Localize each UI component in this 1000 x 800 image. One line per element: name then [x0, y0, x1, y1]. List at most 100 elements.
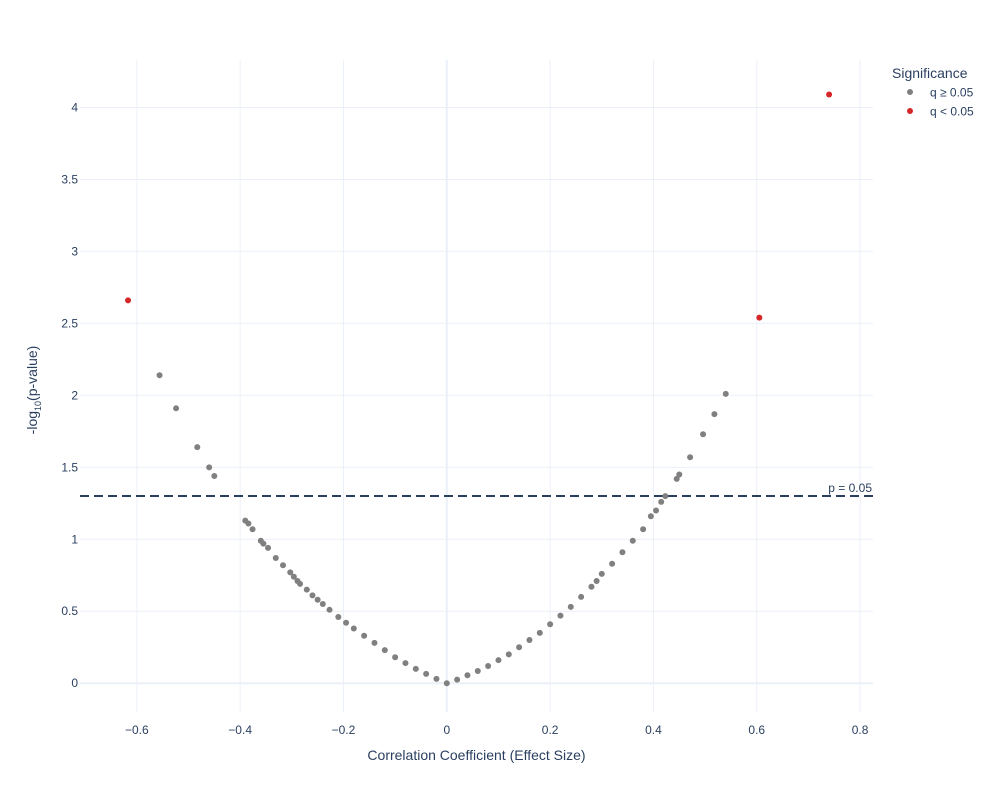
- legend-item-significant[interactable]: q < 0.05: [907, 105, 974, 119]
- data-point-nonsignificant[interactable]: [392, 654, 399, 661]
- y-tick-label: 2.5: [61, 316, 78, 330]
- data-point-nonsignificant[interactable]: [402, 660, 409, 667]
- data-points: [125, 91, 833, 687]
- data-point-nonsignificant[interactable]: [423, 670, 430, 677]
- data-point-nonsignificant[interactable]: [505, 651, 512, 658]
- data-point-nonsignificant[interactable]: [280, 562, 287, 569]
- data-point-nonsignificant[interactable]: [464, 672, 471, 679]
- y-axis-title-suffix: (p-value): [24, 346, 40, 401]
- grid-lines: [80, 60, 873, 712]
- x-tick-label: 0.6: [748, 723, 765, 737]
- data-point-nonsignificant[interactable]: [303, 586, 310, 593]
- data-point-nonsignificant[interactable]: [593, 578, 600, 585]
- y-tick-label: 4: [71, 100, 78, 114]
- y-tick-label: 0: [71, 676, 78, 690]
- y-axis-ticks: 0 0.5 1 1.5 2 2.5 3 3.5 4: [61, 100, 78, 690]
- y-tick-label: 1: [71, 532, 78, 546]
- data-point-nonsignificant[interactable]: [640, 526, 647, 533]
- data-point-nonsignificant[interactable]: [687, 454, 694, 461]
- data-point-nonsignificant[interactable]: [629, 537, 636, 544]
- data-point-nonsignificant[interactable]: [557, 612, 564, 619]
- data-point-nonsignificant[interactable]: [676, 471, 683, 478]
- data-point-nonsignificant[interactable]: [371, 639, 378, 646]
- y-tick-label: 3: [71, 244, 78, 258]
- data-point-nonsignificant[interactable]: [443, 680, 450, 687]
- data-point-nonsignificant[interactable]: [412, 665, 419, 672]
- y-tick-label: 0.5: [61, 604, 78, 618]
- data-point-nonsignificant[interactable]: [433, 675, 440, 682]
- data-point-nonsignificant[interactable]: [598, 570, 605, 577]
- data-point-nonsignificant[interactable]: [619, 549, 626, 556]
- x-tick-label: 0.4: [645, 723, 662, 737]
- data-point-nonsignificant[interactable]: [290, 573, 297, 580]
- legend[interactable]: Significance q ≥ 0.05 q < 0.05: [892, 65, 974, 119]
- data-point-nonsignificant[interactable]: [194, 444, 201, 451]
- data-point-nonsignificant[interactable]: [547, 621, 554, 628]
- legend-marker-gray: [907, 89, 913, 95]
- y-tick-label: 2: [71, 388, 78, 402]
- data-point-nonsignificant[interactable]: [495, 657, 502, 664]
- data-point-nonsignificant[interactable]: [474, 667, 481, 674]
- x-tick-label: −0.6: [125, 723, 149, 737]
- data-point-nonsignificant[interactable]: [361, 632, 368, 639]
- x-tick-label: 0.2: [542, 723, 559, 737]
- data-point-nonsignificant[interactable]: [658, 498, 665, 505]
- data-point-nonsignificant[interactable]: [260, 540, 267, 547]
- data-point-nonsignificant[interactable]: [722, 390, 729, 397]
- y-axis-title: -log10(p-value): [24, 346, 43, 435]
- data-point-nonsignificant[interactable]: [350, 625, 357, 632]
- y-tick-label: 3.5: [61, 172, 78, 186]
- x-tick-label: 0.8: [852, 723, 869, 737]
- data-point-nonsignificant[interactable]: [249, 526, 256, 533]
- data-point-nonsignificant[interactable]: [578, 593, 585, 600]
- legend-item-nonsignificant[interactable]: q ≥ 0.05: [907, 86, 974, 100]
- data-point-significant[interactable]: [125, 297, 132, 304]
- data-point-nonsignificant[interactable]: [662, 493, 669, 500]
- data-point-nonsignificant[interactable]: [319, 601, 326, 608]
- data-point-nonsignificant[interactable]: [673, 475, 680, 482]
- data-point-nonsignificant[interactable]: [265, 544, 272, 551]
- data-point-nonsignificant[interactable]: [700, 431, 707, 438]
- data-point-nonsignificant[interactable]: [516, 644, 523, 651]
- data-point-nonsignificant[interactable]: [485, 662, 492, 669]
- data-point-nonsignificant[interactable]: [609, 560, 616, 567]
- data-point-nonsignificant[interactable]: [156, 372, 163, 379]
- x-tick-label: −0.2: [332, 723, 356, 737]
- data-point-significant[interactable]: [826, 91, 833, 98]
- data-point-nonsignificant[interactable]: [381, 647, 388, 654]
- y-axis-title-subscript: 10: [33, 401, 43, 411]
- x-tick-label: −0.4: [228, 723, 252, 737]
- data-point-nonsignificant[interactable]: [343, 619, 350, 626]
- data-point-nonsignificant[interactable]: [335, 614, 342, 621]
- data-point-nonsignificant[interactable]: [272, 554, 279, 561]
- data-point-significant[interactable]: [756, 314, 763, 321]
- data-point-nonsignificant[interactable]: [536, 629, 543, 636]
- data-point-nonsignificant[interactable]: [206, 464, 213, 471]
- data-point-nonsignificant[interactable]: [454, 676, 461, 683]
- data-point-nonsignificant[interactable]: [526, 637, 533, 644]
- data-point-nonsignificant[interactable]: [711, 411, 718, 418]
- data-point-nonsignificant[interactable]: [287, 569, 294, 576]
- legend-title: Significance: [892, 65, 968, 81]
- data-point-nonsignificant[interactable]: [326, 606, 333, 613]
- threshold-label: p = 0.05: [828, 481, 872, 495]
- y-tick-label: 1.5: [61, 460, 78, 474]
- x-tick-label: 0: [443, 723, 450, 737]
- data-point-nonsignificant[interactable]: [588, 583, 595, 590]
- data-point-nonsignificant[interactable]: [211, 472, 218, 479]
- x-axis-title: Correlation Coefficient (Effect Size): [367, 747, 585, 763]
- data-point-nonsignificant[interactable]: [567, 603, 574, 610]
- data-point-nonsignificant[interactable]: [297, 580, 304, 587]
- data-point-nonsignificant[interactable]: [314, 596, 321, 603]
- data-point-nonsignificant[interactable]: [309, 592, 316, 599]
- data-point-nonsignificant[interactable]: [245, 520, 252, 527]
- zero-lines: [80, 60, 873, 712]
- data-point-nonsignificant[interactable]: [173, 405, 180, 412]
- legend-label-nonsignificant: q ≥ 0.05: [930, 86, 974, 100]
- y-axis-title-prefix: -log: [24, 411, 40, 434]
- data-point-nonsignificant[interactable]: [653, 507, 660, 514]
- data-point-nonsignificant[interactable]: [647, 513, 654, 520]
- threshold-line-group: p = 0.05: [80, 481, 873, 497]
- x-axis-ticks: −0.6 −0.4 −0.2 0 0.2 0.4 0.6 0.8: [125, 723, 869, 737]
